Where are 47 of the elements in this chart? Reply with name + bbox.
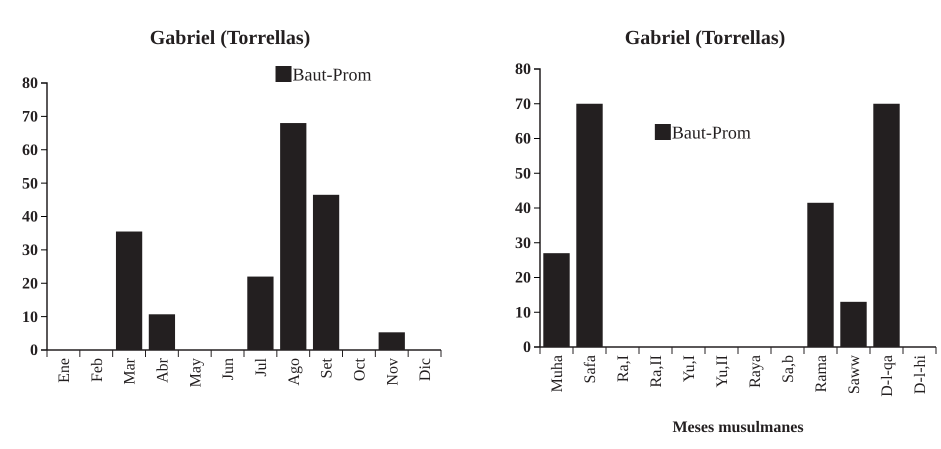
y-tick-label: 70 [22, 108, 38, 126]
y-tick-label: 50 [515, 165, 531, 182]
x-tick-label: Yu,II [714, 355, 732, 388]
y-tick-label: 50 [22, 175, 38, 192]
y-tick-label: 10 [22, 308, 38, 326]
x-tick-label: Raya [747, 355, 764, 388]
legend-label: Baut-Prom [672, 122, 751, 142]
x-tick-label: Saww [846, 354, 864, 394]
y-tick-label: 70 [515, 96, 531, 113]
y-tick-label: 20 [22, 275, 38, 292]
x-tick-label: Set [318, 357, 336, 378]
y-tick-label: 30 [22, 242, 38, 259]
y-tick-label: 80 [515, 61, 531, 78]
y-tick-label: 0 [30, 342, 38, 360]
x-tick-label: Mar [122, 357, 139, 385]
y-tick-label: 30 [515, 234, 531, 252]
x-tick-label: Yu,I [681, 355, 698, 382]
y-tick-label: 40 [22, 208, 38, 226]
x-tick-label: May [187, 358, 204, 388]
x-tick-label: Oct [352, 357, 369, 382]
x-tick-label: Rama [813, 355, 830, 392]
x-axis-title: Meses musulmanes [672, 419, 804, 436]
x-tick-label: Feb [88, 358, 106, 382]
x-tick-label: D-l-qa [879, 355, 896, 397]
y-tick-label: 60 [22, 142, 38, 159]
x-tick-label: Ene [56, 358, 74, 383]
y-tick-label: 20 [515, 270, 531, 287]
x-tick-label: Jun [220, 358, 238, 380]
x-tick-label: Dic [417, 358, 434, 382]
x-tick-label: Sa,b [780, 355, 798, 383]
x-tick-label: D-l-hi [912, 354, 930, 394]
x-tick-label: Safa [582, 355, 600, 384]
chart-title: Gabriel (Torrellas) [150, 27, 310, 49]
x-tick-label: Ra,I [615, 355, 632, 382]
y-tick-label: 0 [523, 339, 531, 356]
x-tick-label: Ra,II [648, 355, 666, 388]
x-tick-label: Abr [154, 357, 172, 383]
y-tick-label: 40 [515, 200, 531, 218]
y-tick-label: 80 [22, 75, 38, 92]
x-tick-label: Jul [253, 357, 270, 377]
x-tick-label: Muha [549, 355, 566, 392]
chart-title: Gabriel (Torrellas) [624, 27, 786, 49]
x-tick-label: Ago [286, 358, 303, 386]
x-tick-label: Nov [384, 358, 402, 386]
legend-label: Baut-Prom [292, 64, 372, 84]
y-tick-label: 60 [515, 130, 531, 148]
y-tick-label: 10 [515, 304, 531, 322]
